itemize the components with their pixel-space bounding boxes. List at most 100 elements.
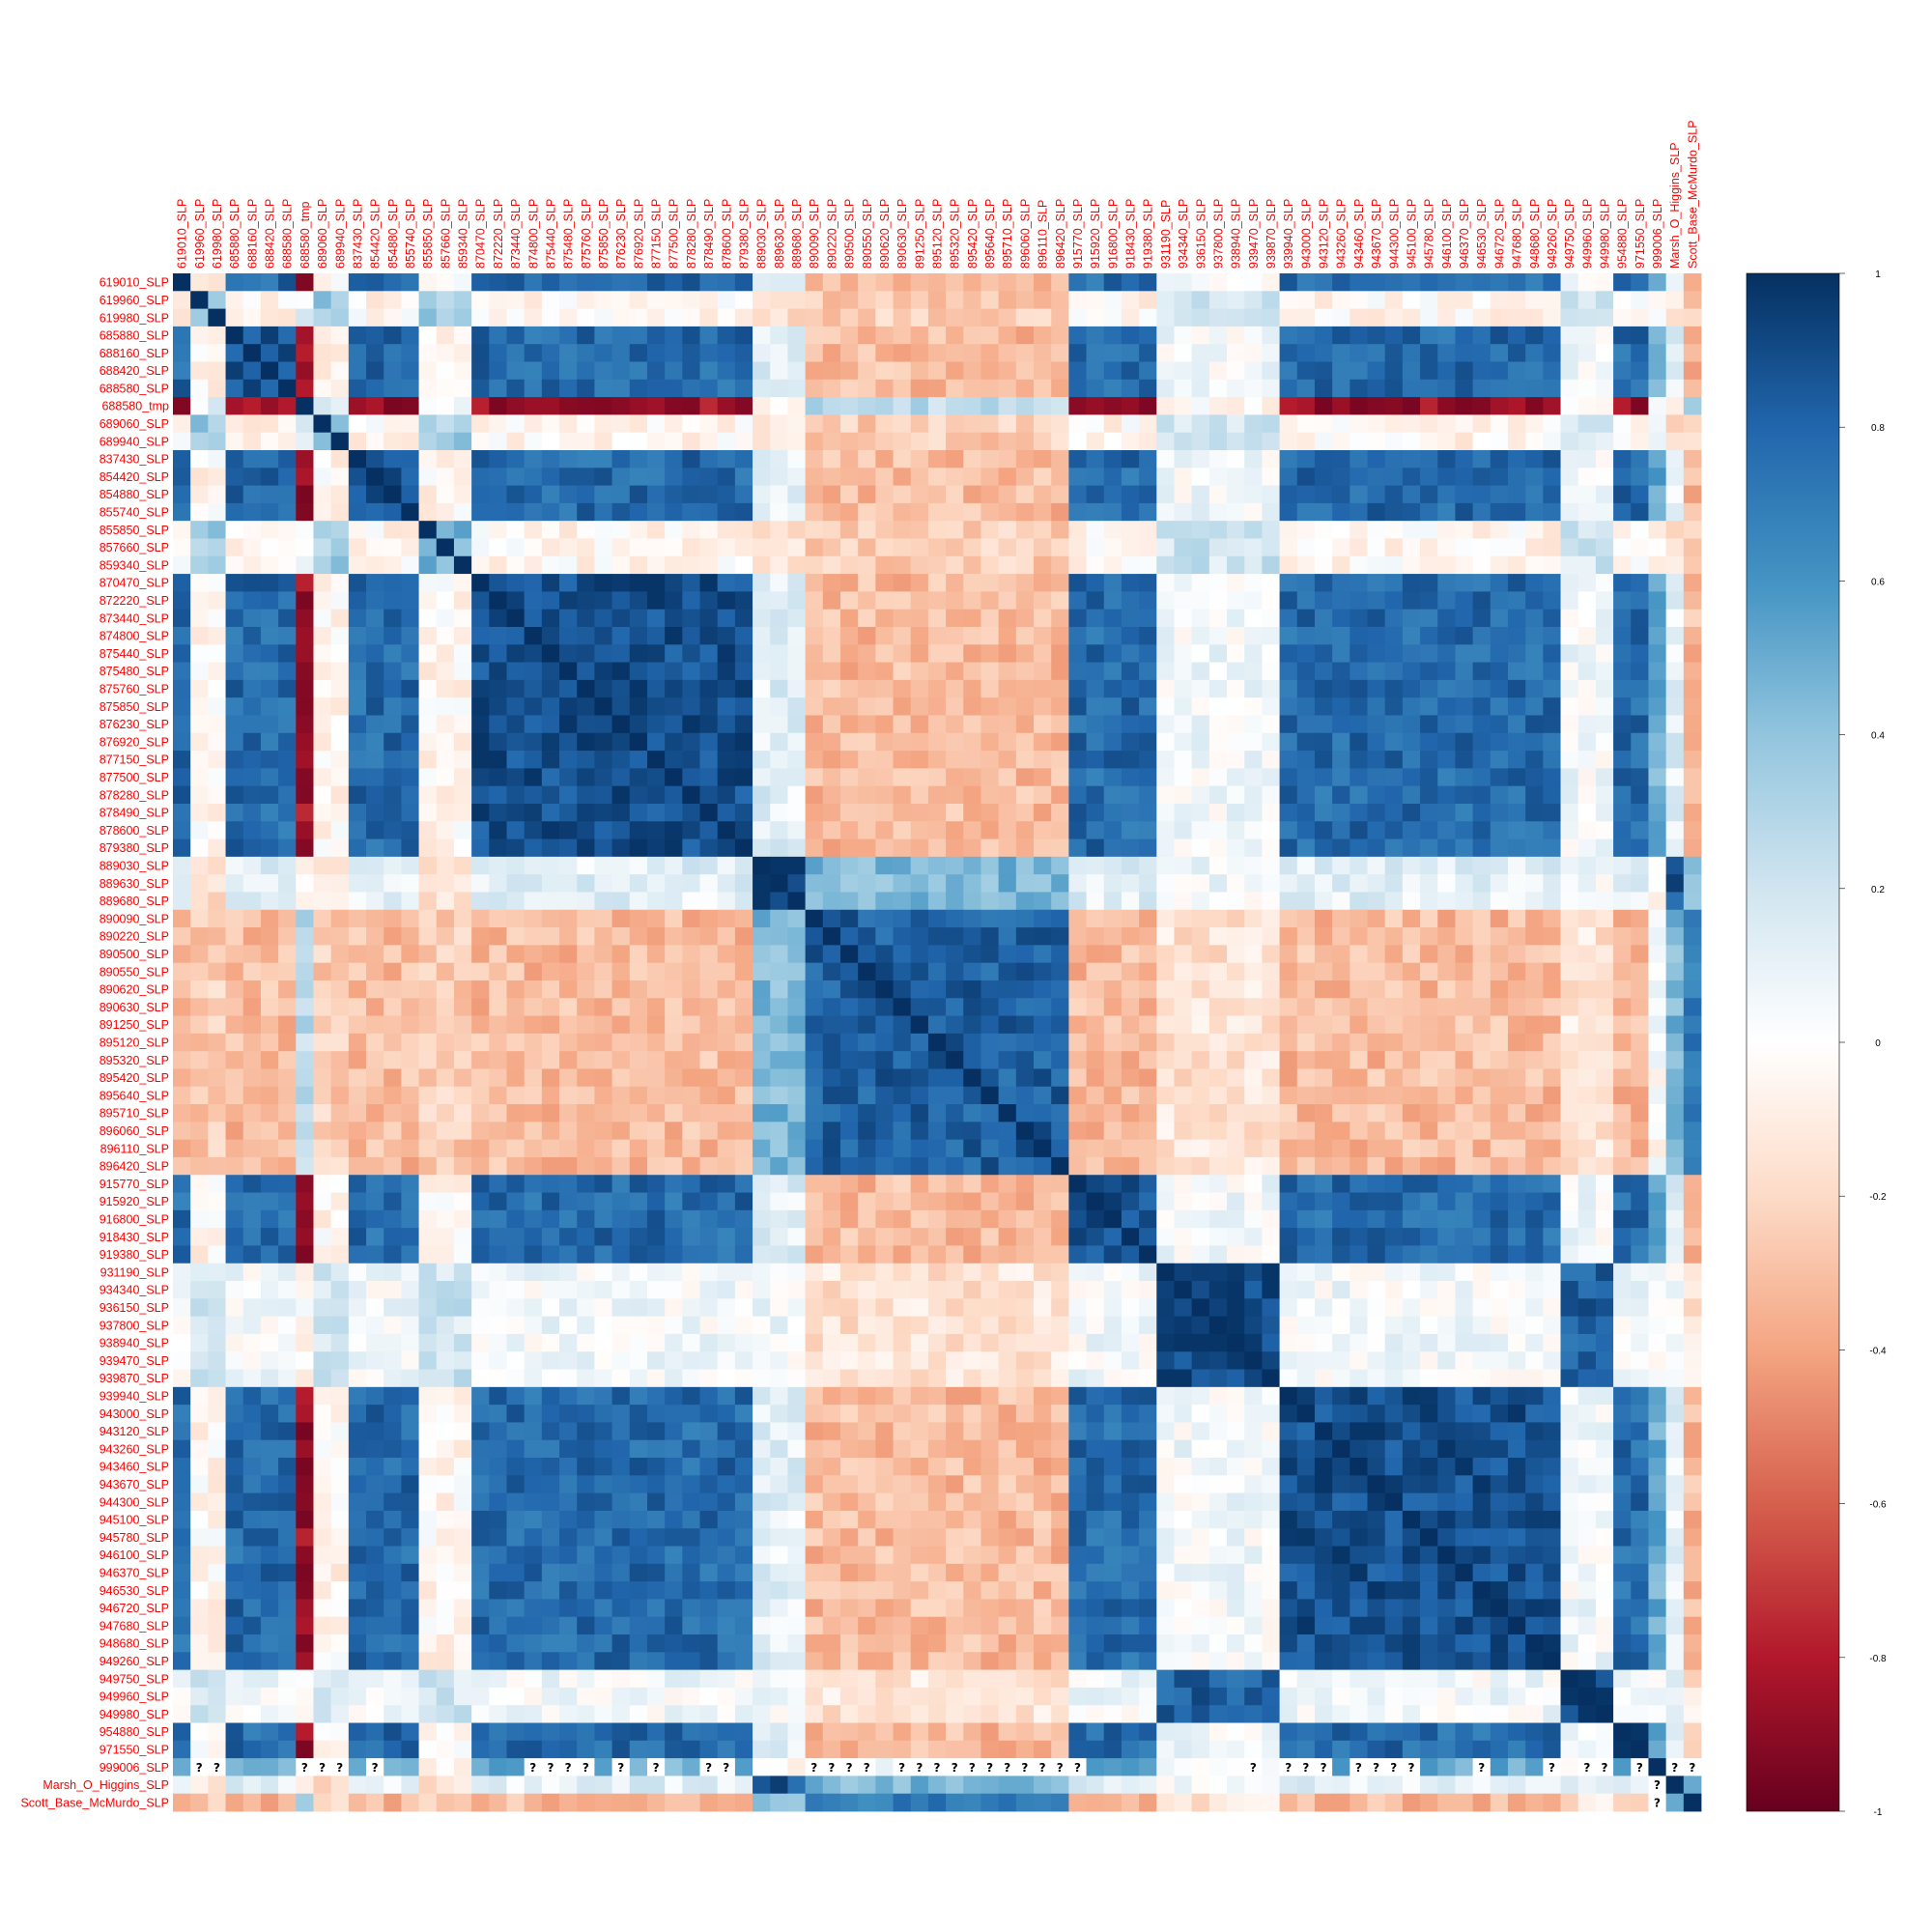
heatmap-cell (1139, 574, 1157, 592)
heatmap-cell (1034, 344, 1052, 362)
heatmap-cell (366, 344, 384, 362)
heatmap-cell (928, 821, 947, 839)
heatmap-cell (331, 521, 350, 539)
heatmap-cell (384, 697, 402, 716)
heatmap-cell (1631, 1264, 1649, 1282)
heatmap-cell (506, 663, 525, 681)
heatmap-cell (1420, 1087, 1438, 1105)
heatmap-cell (1403, 503, 1421, 522)
heatmap-cell (401, 556, 419, 575)
heatmap-cell (1104, 556, 1122, 575)
heatmap-cell (190, 1122, 209, 1140)
heatmap-cell (1297, 1193, 1316, 1211)
heatmap-cell (1684, 663, 1702, 681)
heatmap-cell (471, 521, 490, 539)
heatmap-cell (594, 768, 612, 786)
heatmap-cell (823, 644, 841, 663)
heatmap-cell (1262, 610, 1280, 628)
heatmap-cell (911, 1245, 929, 1264)
heatmap-cell (1139, 1264, 1157, 1282)
heatmap-cell (682, 503, 700, 522)
heatmap-cell (963, 538, 981, 556)
heatmap-cell (542, 857, 560, 875)
heatmap-cell (665, 327, 683, 345)
heatmap-cell (1631, 1087, 1649, 1105)
heatmap-cell (1315, 397, 1333, 415)
heatmap-cell (823, 874, 841, 893)
heatmap-cell (1068, 1264, 1087, 1282)
heatmap-cell (770, 680, 788, 698)
heatmap-cell (208, 857, 226, 875)
heatmap-cell (1613, 1122, 1632, 1140)
heatmap-cell (419, 344, 438, 362)
heatmap-cell (1016, 945, 1035, 963)
heatmap-cell (911, 1068, 929, 1087)
heatmap-cell (1543, 963, 1561, 981)
heatmap-cell (1280, 857, 1298, 875)
heatmap-cell (1104, 1051, 1122, 1069)
heatmap-cell (647, 998, 666, 1016)
heatmap-cell (1051, 751, 1069, 769)
heatmap-cell (787, 361, 806, 380)
heatmap-cell (1227, 821, 1245, 839)
heatmap-cell (665, 1228, 683, 1246)
heatmap-cell (1192, 1051, 1210, 1069)
heatmap-cell (1684, 380, 1702, 398)
heatmap-cell (1104, 874, 1122, 893)
heatmap-cell (437, 1034, 455, 1052)
heatmap-cell (471, 1193, 490, 1211)
heatmap-cell (787, 697, 806, 716)
heatmap-cell (471, 1068, 490, 1087)
heatmap-cell (1034, 273, 1052, 292)
heatmap-cell (296, 1104, 314, 1122)
heatmap-cell (911, 327, 929, 345)
heatmap-cell (1174, 1034, 1192, 1052)
heatmap-cell (612, 1245, 631, 1264)
heatmap-cell (718, 697, 736, 716)
heatmap-cell (278, 627, 297, 645)
heatmap-cell (1403, 998, 1421, 1016)
heatmap-cell (243, 804, 262, 822)
heatmap-cell (1244, 892, 1263, 910)
heatmap-cell (296, 610, 314, 628)
heatmap-cell (506, 927, 525, 946)
heatmap-cell (770, 1122, 788, 1140)
heatmap-cell (928, 786, 947, 805)
heatmap-cell (419, 291, 438, 309)
heatmap-cell (313, 591, 331, 610)
heatmap-cell (489, 663, 507, 681)
heatmap-cell (1209, 361, 1228, 380)
heatmap-cell (823, 1281, 841, 1299)
heatmap-cell (1666, 1210, 1685, 1229)
heatmap-cell (999, 927, 1017, 946)
heatmap-cell (1297, 538, 1316, 556)
heatmap-cell (1613, 1210, 1632, 1229)
heatmap-cell (630, 1016, 648, 1035)
heatmap-cell (1508, 344, 1526, 362)
heatmap-cell (559, 697, 578, 716)
heatmap-cell (489, 715, 507, 733)
heatmap-cell (1508, 1175, 1526, 1193)
heatmap-cell (1350, 1140, 1368, 1158)
heatmap-cell (735, 1140, 753, 1158)
heatmap-cell (823, 291, 841, 309)
heatmap-cell (1280, 1264, 1298, 1282)
heatmap-cell (1122, 945, 1140, 963)
heatmap-cell (261, 503, 279, 522)
heatmap-cell (1174, 521, 1192, 539)
heatmap-cell (1016, 1264, 1035, 1282)
heatmap-cell (647, 1087, 666, 1105)
heatmap-cell (1315, 1051, 1333, 1069)
heatmap-cell (1174, 1104, 1192, 1122)
heatmap-cell (612, 786, 631, 805)
heatmap-cell (911, 291, 929, 309)
heatmap-cell (823, 1193, 841, 1211)
heatmap-cell (1315, 1087, 1333, 1105)
heatmap-cell (894, 503, 912, 522)
heatmap-cell (682, 1264, 700, 1282)
heatmap-cell (1034, 556, 1052, 575)
heatmap-cell (1244, 980, 1263, 999)
heatmap-cell (190, 521, 209, 539)
heatmap-cell (594, 945, 612, 963)
heatmap-cell (787, 892, 806, 910)
